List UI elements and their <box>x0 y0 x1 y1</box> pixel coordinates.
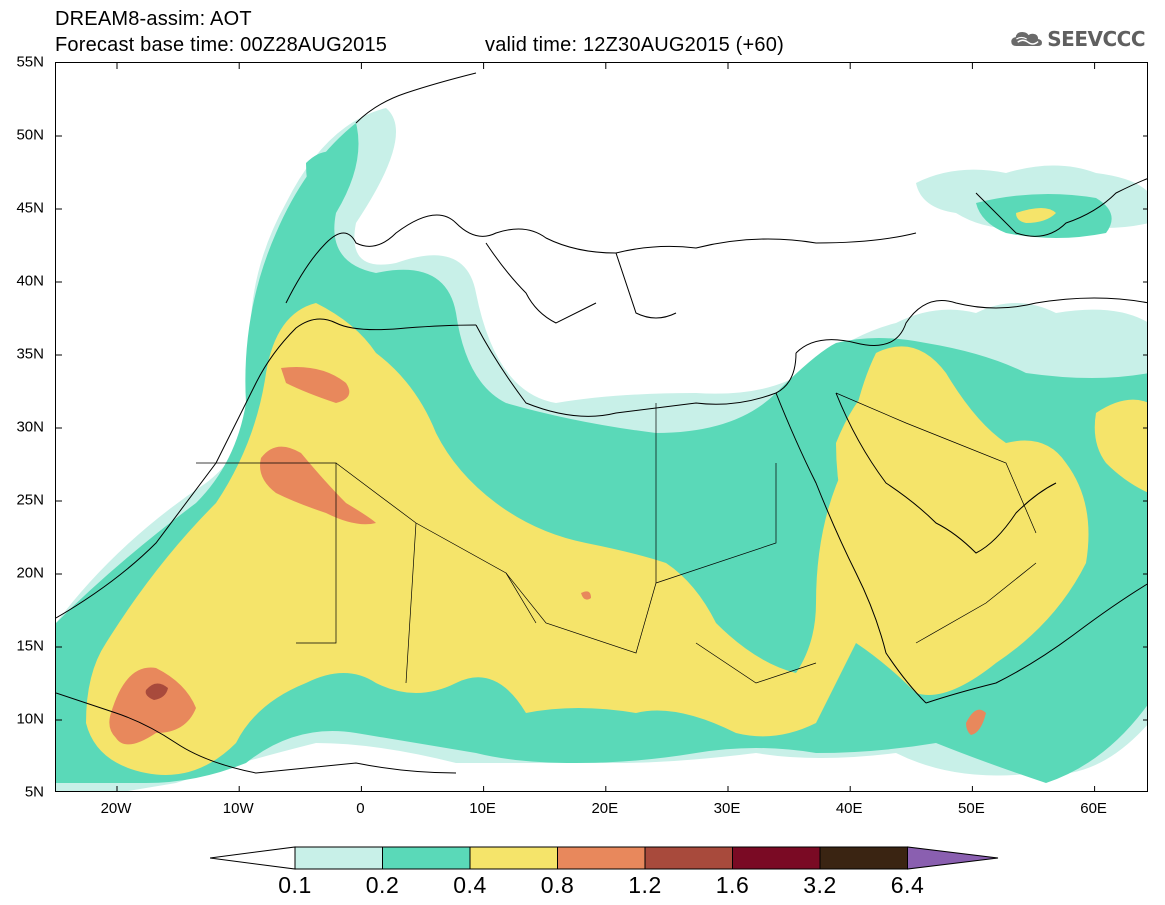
aot-band-0-4 <box>86 208 1147 775</box>
lat-label: 5N <box>24 783 44 801</box>
colorbar-segment <box>819 846 908 870</box>
lat-label: 50N <box>16 126 44 144</box>
aot-map <box>56 63 1147 791</box>
colorbar-label: 6.4 <box>890 872 925 898</box>
lon-label: 40E <box>835 800 863 817</box>
lon-label: 30E <box>713 800 741 817</box>
colorbar-segment <box>469 846 558 870</box>
map-title: DREAM8-assim: AOT <box>55 8 252 30</box>
seevccc-logo: SEEVCCC <box>1010 22 1145 56</box>
colorbar-label: 1.6 <box>715 872 750 898</box>
lat-label: 40N <box>16 272 44 290</box>
aot-colorbar <box>210 846 999 870</box>
logo-text: SEEVCCC <box>1047 27 1145 51</box>
colorbar-label: 0.4 <box>453 872 487 898</box>
lat-label: 10N <box>16 710 44 728</box>
lon-label: 10W <box>222 800 254 817</box>
colorbar-label: 0.8 <box>540 872 575 898</box>
lon-label: 50E <box>958 800 985 817</box>
colorbar-segment <box>732 846 821 870</box>
colorbar-low-arrow <box>210 846 296 870</box>
lat-label: 25N <box>16 491 44 509</box>
colorbar-label: 3.2 <box>803 872 837 898</box>
colorbar-segment <box>644 846 733 870</box>
coastlines <box>56 72 1147 774</box>
lon-label: 20E <box>591 800 619 817</box>
lon-label: 10E <box>469 800 496 817</box>
colorbar-label: 0.1 <box>278 872 312 898</box>
colorbar-label: 0.2 <box>365 872 400 898</box>
valid-time: valid time: 12Z30AUG2015 (+60) <box>485 34 784 56</box>
lon-label: 0 <box>356 800 365 817</box>
country-borders <box>196 392 1037 684</box>
map-ticks <box>56 63 1147 791</box>
lat-label: 20N <box>16 564 44 582</box>
map-panel <box>55 62 1148 792</box>
lat-label: 15N <box>16 637 44 655</box>
lat-label: 55N <box>16 53 44 71</box>
colorbar-label: 1.2 <box>628 872 662 898</box>
aot-band-0-8 <box>109 367 986 745</box>
colorbar-segment <box>294 846 383 870</box>
forecast-base-time: Forecast base time: 00Z28AUG2015 <box>55 34 388 56</box>
colorbar-segment <box>557 846 646 870</box>
lat-label: 35N <box>16 345 44 363</box>
colorbar-high-arrow <box>907 846 999 870</box>
lon-label: 20W <box>100 800 132 817</box>
cloud-logo-icon <box>1011 31 1042 47</box>
aot-band-1-2 <box>145 683 168 700</box>
lat-label: 30N <box>16 418 44 436</box>
colorbar-segment <box>382 846 471 870</box>
lon-label: 60E <box>1080 800 1107 817</box>
lat-label: 45N <box>16 199 44 217</box>
